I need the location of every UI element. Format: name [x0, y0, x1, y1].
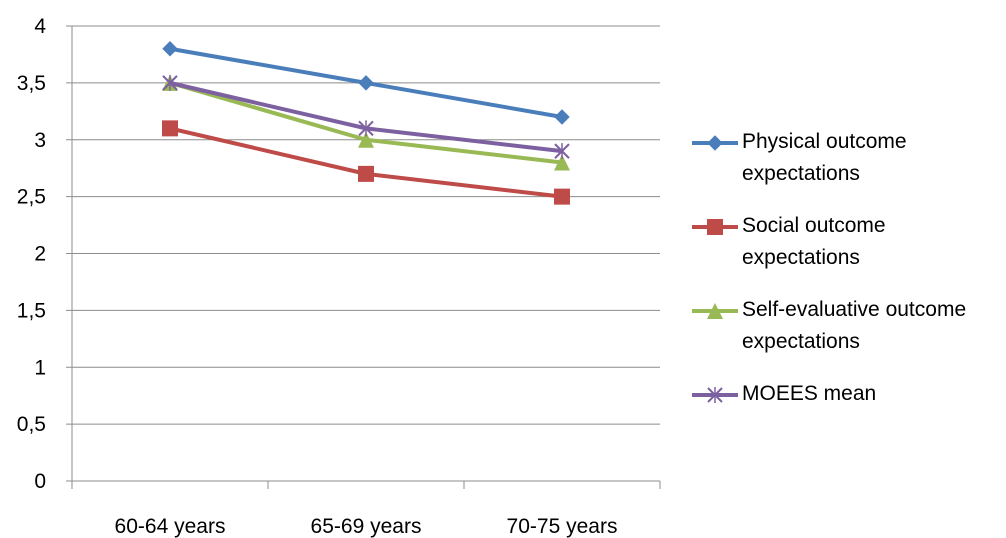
- axes: [66, 25, 661, 489]
- data-point-physical: [554, 109, 570, 125]
- data-point-social: [162, 120, 178, 137]
- series-physical: [162, 41, 570, 125]
- x-tick-labels: 60-64 years 65-69 years 70-75 years: [115, 515, 618, 538]
- series-social: [162, 120, 570, 205]
- y-tick-label: 2: [34, 243, 46, 266]
- legend-item-moees-mean: MOEES mean: [690, 376, 1006, 460]
- legend-swatch-self-evaluative: [692, 303, 738, 319]
- y-tick-label: 1,5: [17, 299, 46, 322]
- data-point-social: [358, 165, 374, 182]
- y-tick-label: 0,5: [17, 413, 46, 436]
- y-tick-label: 1: [34, 356, 46, 379]
- legend-marker-social: [707, 219, 723, 235]
- legend-swatch-social: [692, 219, 738, 235]
- legend-marker-physical: [707, 135, 723, 151]
- legend-item-social: Social outcome expectations: [690, 208, 1006, 292]
- legend-swatch-physical: [692, 135, 738, 151]
- series-lines: [162, 41, 570, 205]
- x-tick-label: 70-75 years: [507, 515, 618, 538]
- x-tick-label: 65-69 years: [311, 515, 422, 538]
- data-point-moees-mean: [358, 120, 374, 137]
- legend: Physical outcome expectations Social out…: [690, 124, 1006, 460]
- legend-swatch-moees-mean: [692, 387, 738, 403]
- data-point-moees-mean: [162, 74, 178, 91]
- legend-label-physical: Physical outcome expectations: [742, 130, 907, 185]
- legend-marker-self-evaluative: [707, 303, 723, 319]
- legend-label-social: Social outcome expectations: [742, 214, 886, 269]
- data-point-self-evaluative: [358, 131, 374, 148]
- y-tick-label: 4: [34, 15, 46, 38]
- data-point-moees-mean: [554, 143, 570, 160]
- legend-item-physical: Physical outcome expectations: [690, 124, 1006, 208]
- data-point-self-evaluative: [554, 154, 570, 171]
- y-tick-label: 2,5: [17, 186, 46, 209]
- y-tick-labels: 0 0,5 1 1,5 2 2,5 3 3,5 4: [17, 15, 47, 493]
- legend-label-self-evaluative: Self-evaluative outcome expectations: [742, 298, 967, 353]
- legend-item-self-evaluative: Self-evaluative outcome expectations: [690, 292, 1006, 376]
- y-tick-label: 3,5: [17, 72, 46, 95]
- series-moees-mean: [162, 74, 570, 160]
- y-tick-label: 0: [34, 470, 46, 493]
- legend-label-moees-mean: MOEES mean: [742, 382, 877, 405]
- data-point-social: [554, 188, 570, 205]
- data-point-physical: [162, 41, 178, 57]
- x-tick-label: 60-64 years: [115, 515, 226, 538]
- legend-marker-moees-mean: [707, 387, 723, 403]
- y-tick-label: 3: [34, 129, 46, 152]
- data-point-physical: [358, 75, 374, 91]
